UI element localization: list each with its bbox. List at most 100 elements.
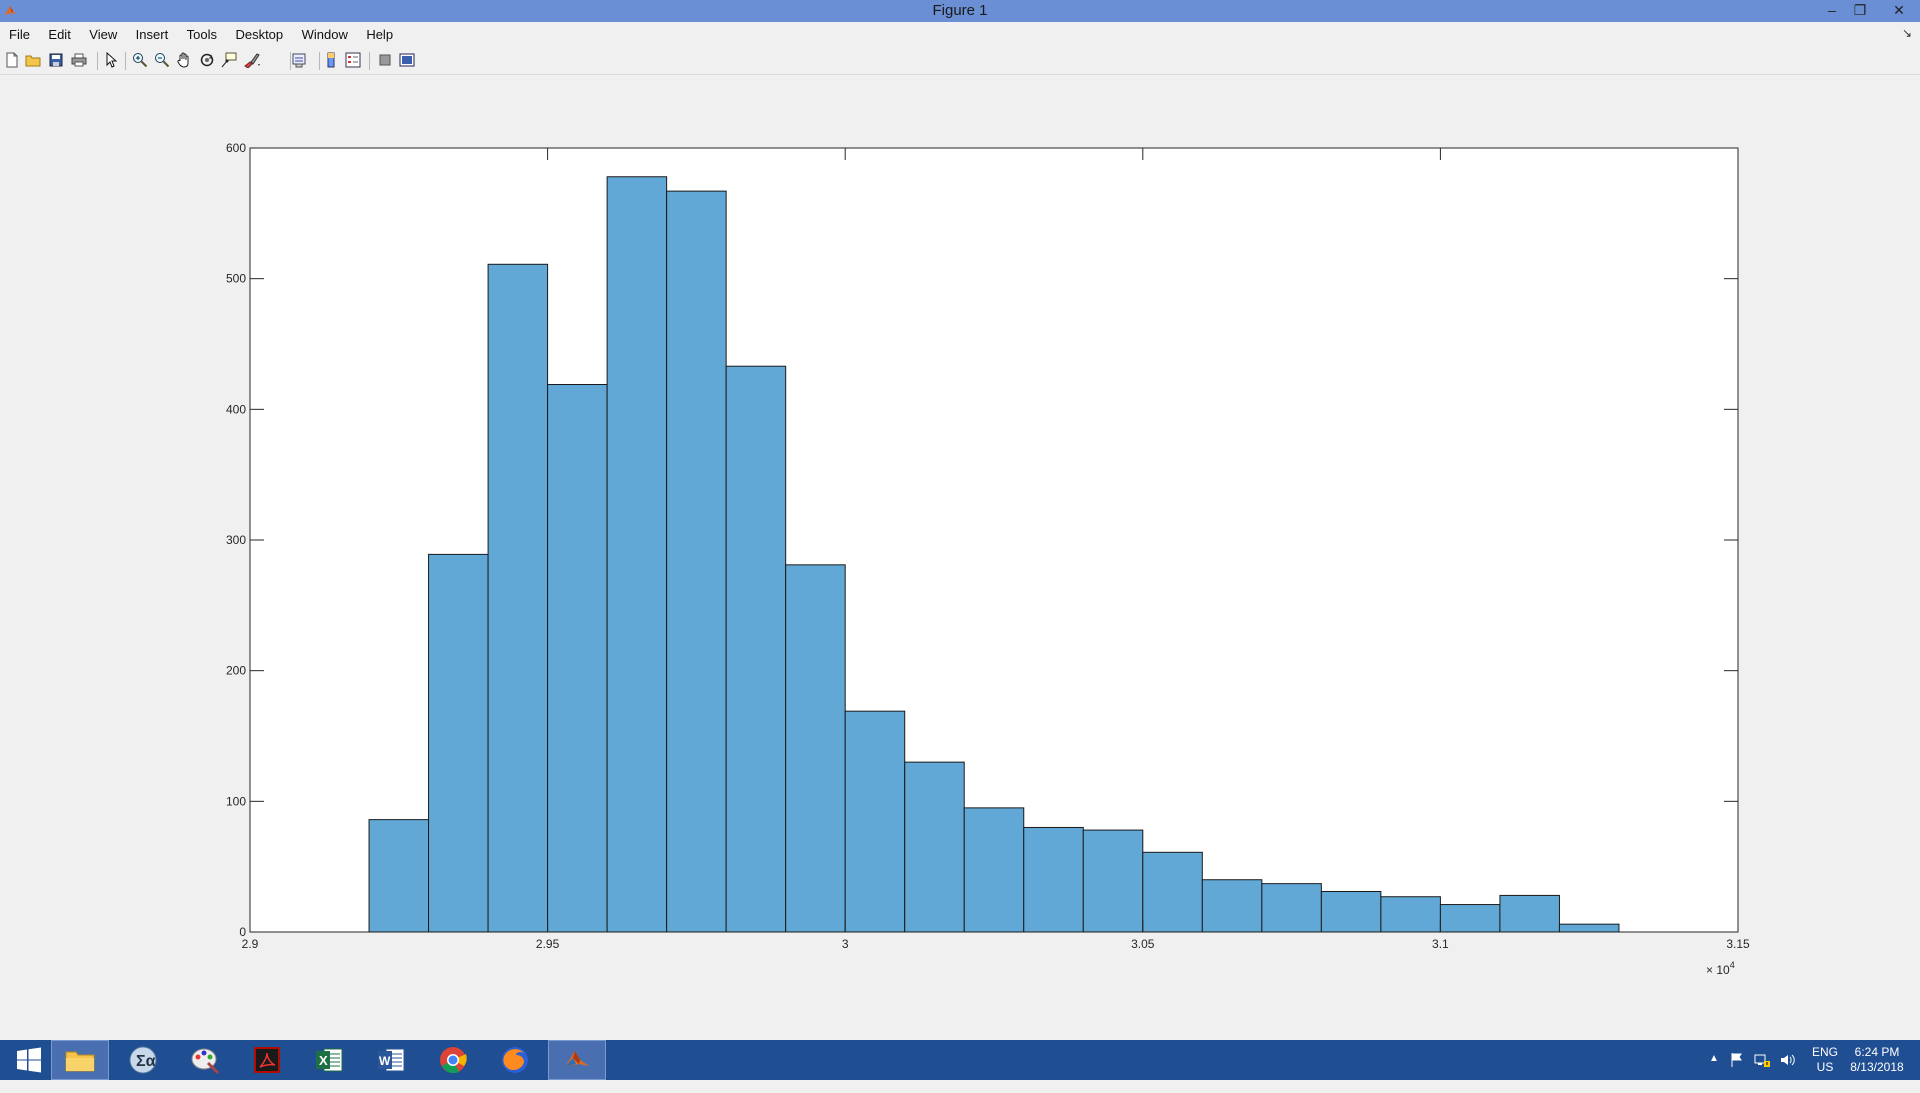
input-language[interactable]: ENG US (1810, 1045, 1840, 1085)
histogram-bar (1023, 826, 1084, 933)
svg-text:Σα: Σα (136, 1053, 156, 1070)
link-plot-icon[interactable] (290, 51, 308, 69)
figure-canvas: 2.9 2.95 3 3.05 3.1 3.15 0 100 200 300 400 500 600 … (0, 75, 1920, 1040)
menu-edit[interactable]: Edit (48, 27, 71, 42)
zoom-out-icon[interactable] (153, 51, 171, 69)
menu-bar: File Edit View Insert Tools Desktop Wind… (0, 22, 1920, 48)
menu-window[interactable]: Window (301, 27, 348, 42)
data-cursor-icon[interactable] (220, 51, 238, 69)
histogram-bar (725, 365, 787, 933)
paint-icon (191, 1048, 220, 1075)
histogram-bar (1558, 923, 1620, 933)
clock-date: 8/13/2018 (1850, 1060, 1904, 1074)
excel-icon: X (316, 1048, 343, 1072)
tray-expand-icon[interactable]: ▲ (1709, 1053, 1719, 1064)
open-file-icon[interactable] (24, 51, 42, 69)
menu-tools[interactable]: Tools (186, 27, 217, 42)
windows-logo-icon (17, 1047, 41, 1073)
folder-icon (65, 1051, 95, 1072)
x-tick-label: 3.05 (1131, 937, 1155, 951)
histogram-bars (368, 176, 1620, 933)
edit-plot-arrow-icon[interactable] (102, 51, 120, 69)
y-tick-label: 400 (226, 402, 246, 416)
y-tick-label: 200 (226, 664, 246, 678)
x-tick-label: 2.95 (536, 937, 560, 951)
svg-text:W: W (379, 1054, 391, 1068)
dock-figure-icon[interactable]: ↘ (1901, 26, 1912, 40)
figure-toolbar (0, 48, 1920, 75)
insert-colorbar-icon[interactable] (322, 51, 340, 69)
network-icon[interactable] (1754, 1052, 1770, 1092)
y-tick-label: 0 (239, 925, 246, 939)
firefox-task[interactable] (486, 1040, 544, 1080)
x-tick-label: 3.1 (1432, 937, 1449, 951)
input-language-name: ENG (1811, 1045, 1838, 1059)
menu-desktop[interactable]: Desktop (235, 27, 284, 42)
histogram-bar (1201, 879, 1263, 933)
toolbar-separator (97, 52, 98, 70)
y-axis-ticks: 0 100 200 300 400 500 600 (226, 141, 1738, 939)
menu-view[interactable]: View (89, 27, 118, 42)
matlab-icon (565, 1051, 589, 1067)
hide-plot-tools-icon[interactable] (376, 51, 394, 69)
window-title: Figure 1 (932, 2, 988, 19)
x-tick-label: 2.9 (242, 937, 259, 951)
show-plot-tools-icon[interactable] (398, 51, 416, 69)
firefox-icon (502, 1047, 528, 1073)
histogram-bar (368, 819, 430, 933)
acrobat-icon (254, 1047, 280, 1073)
word-icon: W (378, 1048, 405, 1072)
mathtype-task[interactable]: Σα (114, 1040, 172, 1080)
x-tick-label: 3.15 (1726, 937, 1750, 951)
histogram-bar (785, 564, 846, 933)
histogram-bar (1320, 890, 1382, 933)
histogram-bar (963, 807, 1025, 933)
excel-task[interactable]: X (300, 1040, 358, 1080)
x-axis-exponent-base: × 10 (1706, 963, 1730, 977)
histogram-bar (606, 176, 668, 933)
x-axis-ticks: 2.9 2.95 3 3.05 3.1 3.15 (242, 148, 1750, 951)
file-explorer-task[interactable] (51, 1040, 109, 1080)
histogram-bar (1082, 829, 1144, 933)
zoom-in-icon[interactable] (131, 51, 149, 69)
acrobat-task[interactable] (238, 1040, 296, 1080)
print-icon[interactable] (70, 51, 88, 69)
y-tick-label: 600 (226, 141, 246, 155)
histogram-bar (1261, 883, 1322, 933)
matlab-task[interactable] (548, 1040, 606, 1080)
histogram-bar (904, 761, 965, 933)
system-clock[interactable]: 6:24 PM 8/13/2018 (1846, 1045, 1908, 1085)
y-tick-label: 500 (226, 272, 246, 286)
minimize-button[interactable]: – (1828, 2, 1836, 18)
histogram-bar (1499, 894, 1560, 933)
clock-time: 6:24 PM (1854, 1045, 1900, 1059)
action-center-flag-icon[interactable] (1730, 1052, 1744, 1092)
histogram-bar (1142, 851, 1203, 933)
sigma-icon: Σα (129, 1046, 157, 1074)
rotate-3d-icon[interactable] (198, 51, 216, 69)
window-titlebar[interactable]: Figure 1 – ❐ ✕ (0, 0, 1920, 22)
volume-icon[interactable] (1779, 1052, 1795, 1092)
x-axis-exponent-power: 4 (1730, 960, 1735, 970)
pan-hand-icon[interactable] (175, 51, 193, 69)
paint-task[interactable] (176, 1040, 234, 1080)
chrome-task[interactable] (424, 1040, 482, 1080)
x-tick-label: 3 (842, 937, 849, 951)
histogram-bar (666, 190, 727, 933)
restore-button[interactable]: ❐ (1853, 2, 1867, 18)
histogram-bar (1380, 896, 1441, 933)
menu-insert[interactable]: Insert (135, 27, 169, 42)
word-task[interactable]: W (362, 1040, 420, 1080)
y-tick-label: 300 (226, 533, 246, 547)
new-figure-icon[interactable] (3, 51, 21, 69)
insert-legend-icon[interactable] (344, 51, 362, 69)
input-language-region: US (1816, 1060, 1834, 1074)
menu-help[interactable]: Help (366, 27, 394, 42)
brush-icon[interactable] (243, 51, 261, 69)
histogram-bar (1439, 904, 1501, 933)
y-tick-label: 100 (226, 794, 246, 808)
start-button[interactable] (0, 1040, 58, 1080)
save-icon[interactable] (47, 51, 65, 69)
menu-file[interactable]: File (9, 27, 30, 42)
close-button[interactable]: ✕ (1893, 2, 1905, 18)
